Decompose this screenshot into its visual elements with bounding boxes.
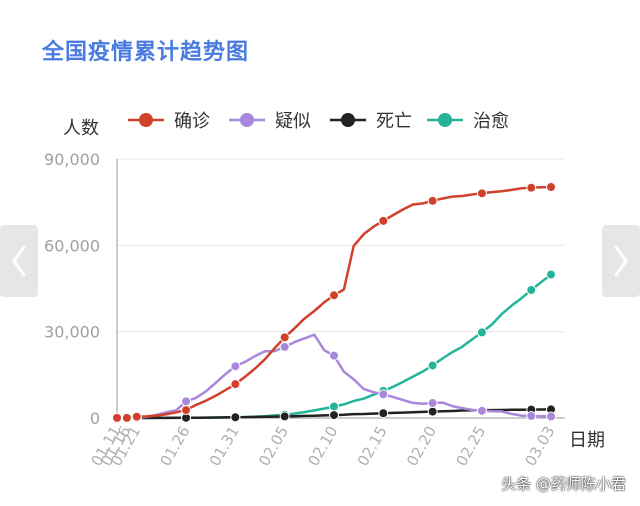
next-button[interactable] [602,225,640,297]
x-tick-label: 02.05 [255,423,292,469]
data-point [279,411,290,422]
chevron-left-icon [12,245,26,277]
data-point [329,290,339,301]
series-line [115,185,553,420]
legend-label: 治愈 [473,111,509,132]
data-point [181,396,192,407]
data-point [546,182,556,193]
data-point [181,405,192,416]
data-point [112,412,122,423]
data-point [546,269,556,280]
legend-marker [139,113,153,127]
legend-label: 死亡 [376,111,412,132]
data-point [546,411,556,422]
data-point [526,285,537,296]
data-point [329,410,339,421]
data-point [230,379,241,390]
prev-button[interactable] [0,225,38,297]
data-point [121,412,132,423]
x-tick-label: 03.03 [521,423,558,469]
chevron-right-icon [614,245,628,277]
legend-label: 确诊 [174,111,210,132]
data-point [329,401,339,412]
x-tick-label: 01.31 [206,423,243,469]
data-point [329,350,339,361]
legend-marker [341,113,355,127]
data-point [526,182,537,193]
watermark: 头条 @药师陈小君 [501,475,626,493]
data-point [476,188,487,199]
data-point [526,410,537,421]
x-tick-label: 02.15 [354,423,391,469]
x-axis-title: 日期 [569,430,605,451]
data-point [476,405,487,416]
data-point [378,408,389,419]
data-point [378,389,389,400]
y-tick-label: 30,000 [44,323,100,342]
legend-marker [240,113,254,127]
legend-marker [438,113,452,127]
y-tick-label: 60,000 [44,236,100,255]
data-point [230,361,241,372]
y-tick-label: 0 [90,409,100,428]
x-tick-label: 02.10 [304,423,341,469]
page-title: 全国疫情累计趋势图 [42,40,250,65]
data-point [427,195,438,206]
data-point [427,406,438,417]
data-point [378,215,389,226]
y-tick-label: 90,000 [44,150,100,169]
data-point [476,327,487,338]
data-point [427,360,438,371]
data-point [427,398,438,409]
data-point [131,411,142,422]
x-tick-label: 01.26 [156,423,193,469]
data-point [279,341,290,352]
legend-label: 疑似 [275,111,311,132]
data-point [279,332,290,343]
x-tick-label: 02.20 [403,423,440,469]
data-point [230,412,241,423]
x-tick-label: 02.25 [452,423,489,469]
y-axis-title: 人数 [63,118,99,139]
